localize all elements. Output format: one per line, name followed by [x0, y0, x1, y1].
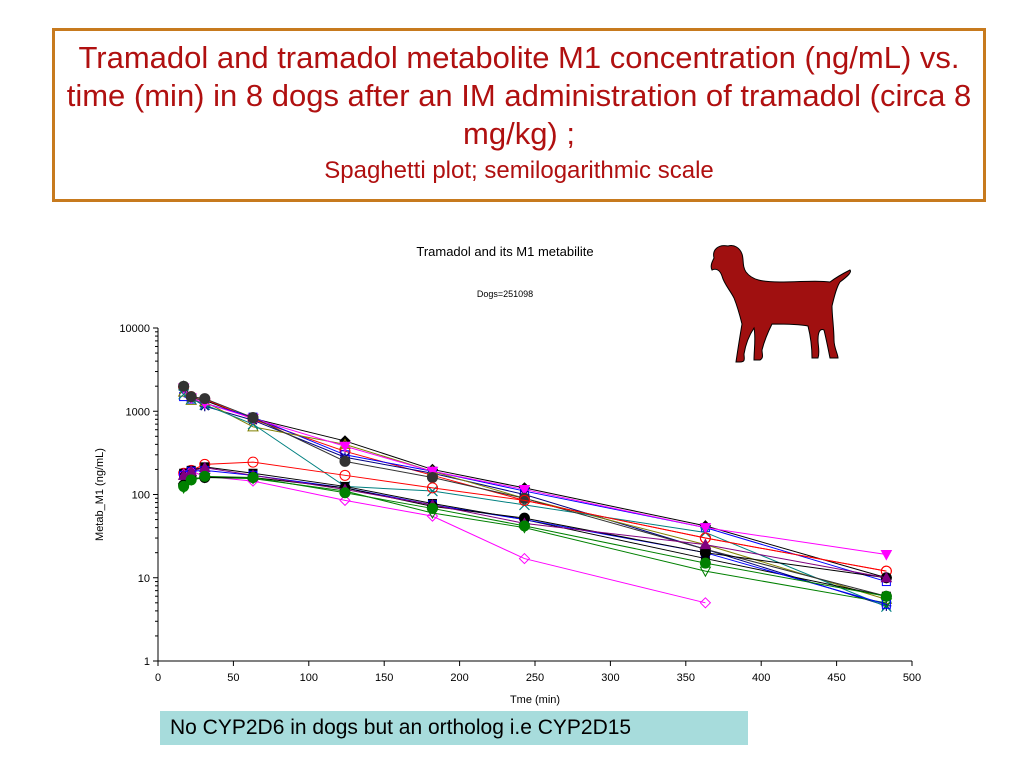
data-point: [426, 472, 438, 484]
data-point: [339, 487, 351, 499]
x-tick-label: 450: [827, 672, 845, 684]
x-tick-label: 0: [155, 672, 161, 684]
series-line: [183, 475, 887, 597]
data-point: [699, 547, 711, 559]
data-point: [247, 472, 259, 484]
data-point: [426, 466, 439, 478]
data-point: [339, 494, 351, 507]
data-point: [247, 412, 259, 424]
data-point: [426, 510, 439, 522]
dog-silhouette-icon: [710, 245, 851, 363]
y-tick-label: 10000: [119, 323, 150, 335]
data-point: [339, 469, 351, 481]
data-point: [699, 557, 711, 569]
x-tick-label: 200: [450, 672, 468, 684]
data-point: [699, 597, 712, 609]
data-point: [178, 480, 190, 492]
data-point: [699, 523, 712, 534]
series-line: [183, 387, 887, 556]
data-point: [199, 393, 211, 405]
x-tick-label: 50: [227, 672, 239, 684]
series-line: [183, 386, 887, 572]
data-point: [178, 380, 190, 392]
y-axis-label: Metab_M1 (ng/mL): [94, 448, 106, 541]
chart-subtitle: Dogs=251098: [477, 289, 533, 299]
x-tick-label: 400: [752, 672, 770, 684]
x-axis-label: Tme (min): [510, 694, 560, 706]
data-point: [518, 492, 530, 504]
series-line: [183, 470, 706, 604]
data-point: [880, 590, 892, 602]
x-tick-label: 250: [526, 672, 544, 684]
y-tick-label: 1: [144, 656, 150, 668]
y-tick-label: 1000: [126, 406, 150, 418]
data-point: [880, 550, 893, 561]
title-box: Tramadol and tramadol metabolite M1 conc…: [52, 28, 986, 202]
data-point: [518, 494, 530, 506]
data-point: [247, 456, 259, 468]
y-tick-label: 100: [132, 490, 150, 502]
data-point: [185, 391, 197, 403]
x-tick-label: 150: [375, 672, 393, 684]
slide-subtitle: Spaghetti plot; semilogarithmic scale: [324, 157, 714, 184]
x-tick-label: 100: [300, 672, 318, 684]
data-point: [339, 455, 351, 467]
data-point: [699, 538, 712, 550]
data-point: [518, 520, 530, 532]
data-point: [518, 484, 531, 496]
y-tick-label: 10: [138, 573, 150, 585]
data-point: [339, 441, 351, 453]
data-point: [426, 502, 438, 514]
slide-title: Tramadol and tramadol metabolite M1 conc…: [66, 40, 972, 151]
data-point: [199, 470, 211, 482]
data-point: [880, 571, 893, 583]
data-point: [426, 482, 438, 494]
data-point: [185, 474, 197, 486]
x-tick-label: 500: [903, 672, 921, 684]
series-line: [183, 391, 887, 600]
note-box: No CYP2D6 in dogs but an ortholog i.e CY…: [160, 711, 748, 745]
x-tick-label: 300: [601, 672, 619, 684]
chart-title: Tramadol and its M1 metabilite: [416, 244, 593, 259]
series-line: [183, 389, 887, 607]
series-line: [183, 477, 887, 604]
x-tick-label: 350: [677, 672, 695, 684]
data-point: [518, 552, 531, 565]
